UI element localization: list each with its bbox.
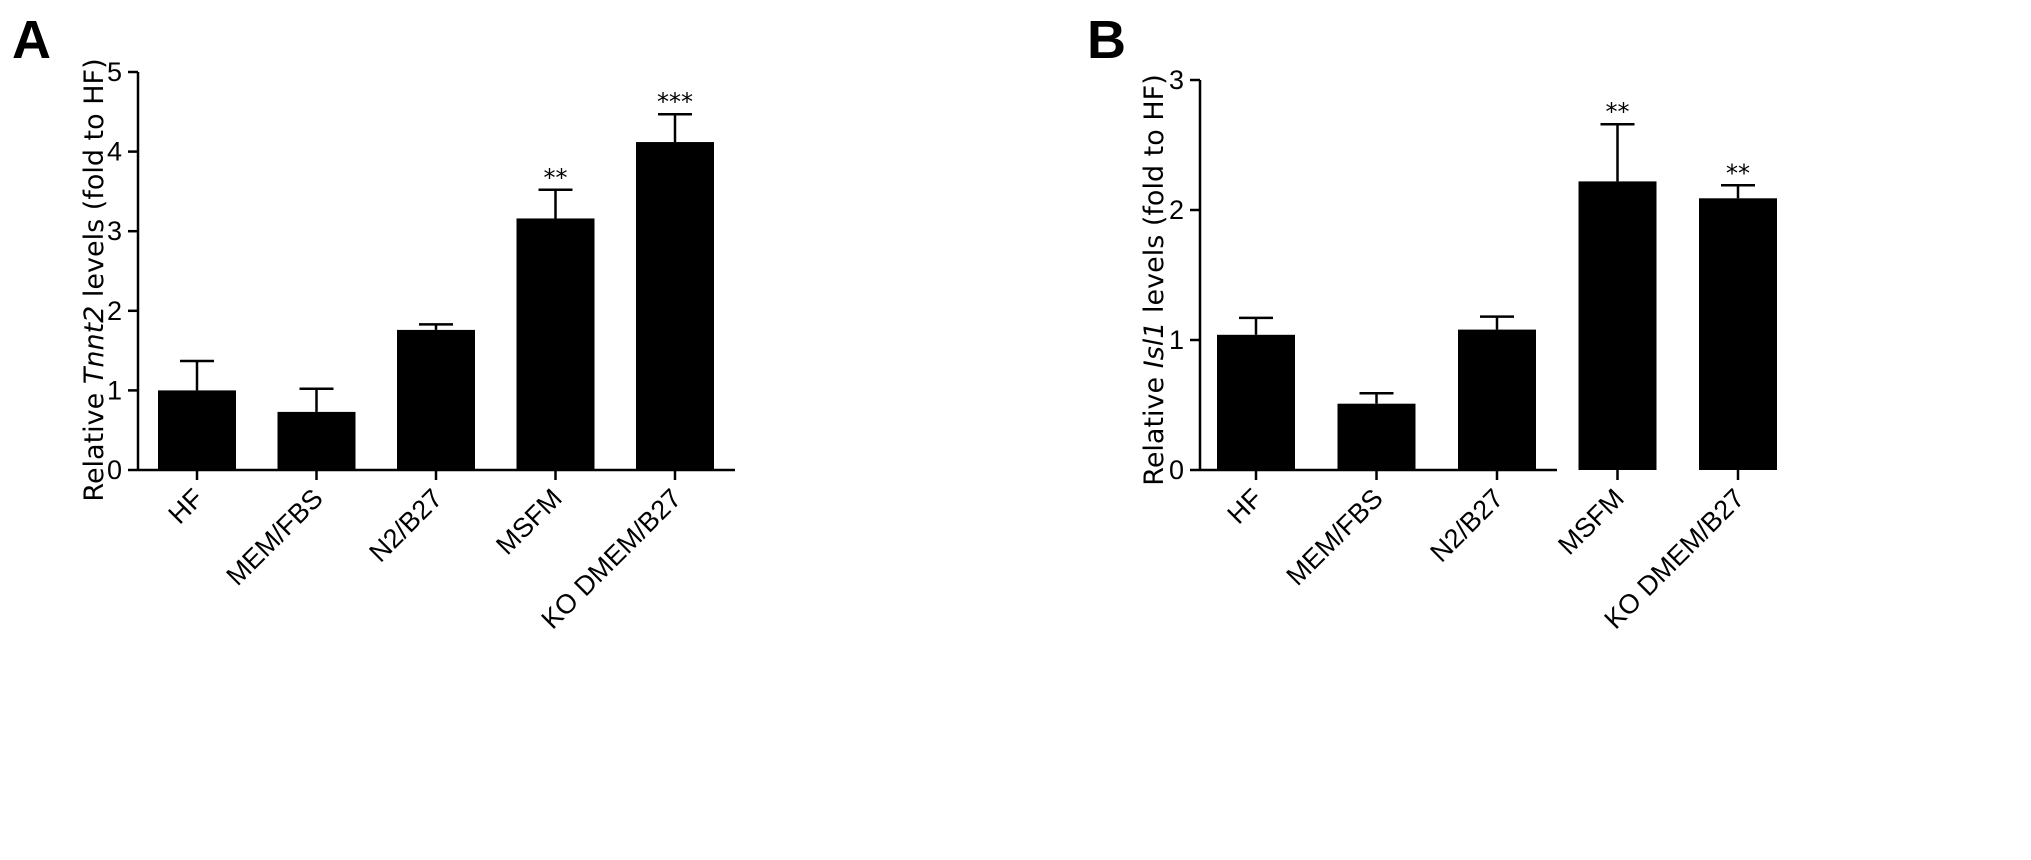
significance-marker: ** <box>1606 98 1630 126</box>
panel-letter-b: B <box>1087 10 1126 70</box>
y-tick-label: 1 <box>1169 325 1184 355</box>
y-tick-label: 3 <box>1169 65 1184 95</box>
bar <box>636 142 714 470</box>
y-axis-label-a: Relative Tnnt2 levels (fold to HF) <box>79 58 110 501</box>
y-tick-label: 2 <box>1169 195 1184 225</box>
x-tick-label: MEM/FBS <box>1281 483 1389 591</box>
x-tick-label: MSFM <box>1552 483 1629 560</box>
bar <box>1699 198 1777 471</box>
panel-b: B Relative Isl1 levels (fold to HF) 0 1 2 3… <box>1087 10 1777 635</box>
significance-marker: *** <box>657 88 693 116</box>
x-tick-label: N2/B27 <box>1424 483 1509 568</box>
x-tick-label: N2/B27 <box>363 483 448 568</box>
panel-letter-a: A <box>12 10 51 70</box>
bar <box>1337 403 1416 470</box>
y-tick-label: 3 <box>107 216 122 246</box>
y-axis-label-b: Relative Isl1 levels (fold to HF) <box>1139 74 1170 485</box>
significance-marker: ** <box>544 164 568 192</box>
y-tick-label: 1 <box>107 375 122 405</box>
y-tick-label: 0 <box>107 455 122 485</box>
x-tick-label: HF <box>163 483 210 530</box>
x-tick-label: MSFM <box>490 483 567 560</box>
panel-a: A Relative Tnnt2 levels (fold to HF) 0 1 2… <box>12 10 735 635</box>
y-tick-label: 2 <box>107 296 122 326</box>
y-tick-label: 0 <box>1169 455 1184 485</box>
bar <box>277 411 356 470</box>
bar <box>1458 329 1536 470</box>
y-tick-label: 5 <box>107 57 122 87</box>
bar <box>158 390 236 470</box>
bar <box>1578 181 1657 470</box>
significance-marker: ** <box>1726 159 1750 187</box>
bar <box>516 218 595 470</box>
bar <box>1217 334 1295 470</box>
x-tick-label: MEM/FBS <box>221 483 329 591</box>
x-tick-label: HF <box>1222 483 1269 530</box>
y-tick-label: 4 <box>107 137 122 167</box>
bar <box>397 329 475 470</box>
